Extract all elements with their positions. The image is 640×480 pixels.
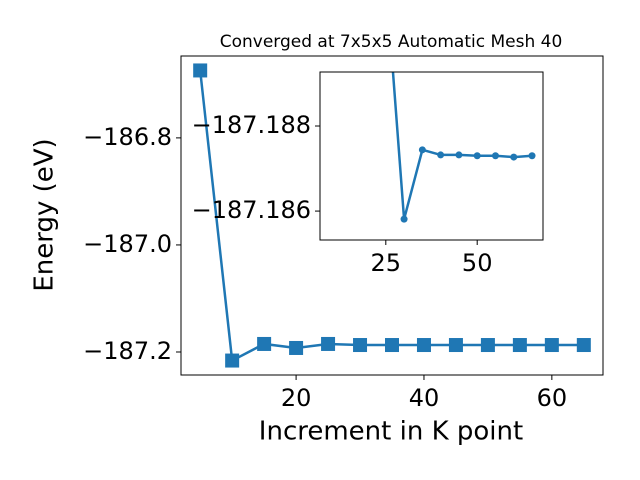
x-axis-label: Increment in K point xyxy=(259,417,523,447)
marker xyxy=(418,146,426,154)
marker xyxy=(416,338,431,353)
marker xyxy=(510,153,518,161)
marker xyxy=(576,338,591,353)
y-tick-label: −187.2 xyxy=(83,337,172,365)
x-tick-label: 20 xyxy=(281,384,312,412)
marker xyxy=(437,151,445,159)
marker xyxy=(448,338,463,353)
y-tick-label: −187.188 xyxy=(192,111,311,139)
x-tick-label: 25 xyxy=(371,249,402,277)
y-tick-label: −187.186 xyxy=(192,196,311,224)
x-tick-label: 50 xyxy=(462,249,493,277)
marker xyxy=(225,353,240,368)
marker xyxy=(193,63,208,78)
y-tick-label: −186.8 xyxy=(83,123,172,151)
marker xyxy=(289,340,304,355)
plot-content xyxy=(193,63,591,368)
x-tick-label: 40 xyxy=(409,384,440,412)
marker xyxy=(455,151,463,159)
marker xyxy=(491,152,499,160)
axes-frame xyxy=(180,55,604,376)
marker xyxy=(400,215,408,223)
chart-title: Converged at 7x5x5 Automatic Mesh 40 xyxy=(220,32,563,52)
axes-frame xyxy=(319,71,544,241)
y-tick-label: −187.0 xyxy=(83,230,172,258)
marker xyxy=(480,338,495,353)
marker xyxy=(512,338,527,353)
marker xyxy=(385,338,399,353)
marker xyxy=(473,152,481,160)
y-axis-label: Energy (eV) xyxy=(30,138,60,291)
plot-content xyxy=(391,72,536,223)
marker xyxy=(257,336,272,351)
marker xyxy=(544,338,559,353)
marker xyxy=(321,336,336,351)
marker xyxy=(528,152,536,160)
marker xyxy=(353,338,368,353)
x-tick-label: 60 xyxy=(537,384,568,412)
